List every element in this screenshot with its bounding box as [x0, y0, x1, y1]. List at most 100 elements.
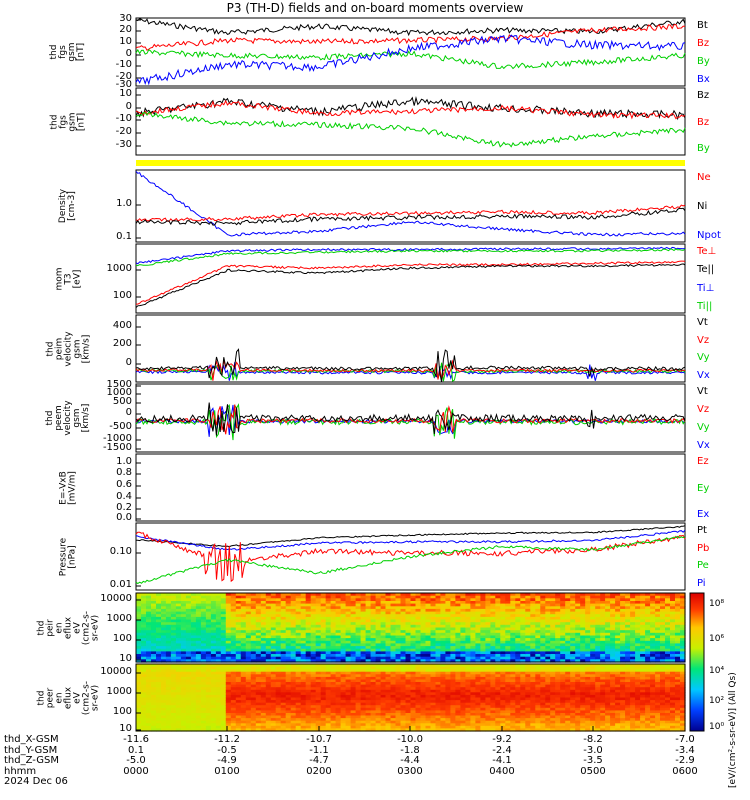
spectrogram-cell: [210, 635, 217, 639]
spectrogram-cell: [340, 606, 347, 610]
spectrogram-cell: [515, 616, 521, 621]
spectrogram-cell: [375, 614, 382, 618]
spectrogram-cell: [640, 611, 646, 615]
spectrogram-cell: [330, 718, 337, 722]
spectrogram-cell: [530, 624, 536, 629]
spectrogram-cell: [535, 640, 541, 645]
spectrogram-cell: [535, 638, 541, 642]
spectrogram-cell: [265, 710, 272, 714]
spectrogram-cell: [405, 622, 412, 626]
spectrogram-cell: [565, 601, 571, 605]
spectrogram-cell: [141, 656, 147, 660]
spectrogram-cell: [675, 601, 681, 605]
spectrogram-cell: [240, 671, 247, 675]
spectrogram-cell: [655, 630, 661, 634]
spectrogram-cell: [265, 718, 272, 722]
spectrogram-cell: [146, 646, 152, 650]
spectrogram-cell: [560, 640, 566, 645]
spectrogram-cell: [575, 640, 581, 645]
spectrogram-cell: [610, 632, 616, 637]
spectrogram-cell: [560, 598, 566, 602]
spectrogram-cell: [175, 687, 182, 691]
spectrogram-cell: [345, 595, 352, 599]
spectrogram-cell: [330, 715, 337, 719]
vt-e-line: [135, 402, 686, 436]
spectrogram-cell: [240, 702, 247, 706]
spectrogram-cell: [430, 679, 437, 683]
spectrogram-cell: [660, 646, 666, 650]
spectrogram-cell: [420, 654, 427, 658]
spectrogram-cell: [315, 664, 322, 668]
spectrogram-cell: [375, 682, 382, 686]
spectrogram-cell: [250, 603, 257, 607]
spectrogram-cell: [230, 718, 237, 722]
spectrogram-cell: [585, 656, 591, 660]
spectrogram-cell: [440, 702, 446, 706]
spectrogram-cell: [165, 627, 172, 631]
spectrogram-cell: [615, 614, 621, 618]
spectrogram-cell: [605, 648, 611, 652]
spectrogram-cell: [430, 659, 437, 663]
spectrogram-cell: [161, 638, 167, 642]
spectrogram-cell: [185, 656, 192, 660]
spectrogram-cell: [630, 643, 636, 647]
spectrogram-cell: [170, 702, 177, 706]
spectrogram-cell: [290, 643, 297, 647]
spectrogram-cell: [290, 707, 297, 711]
spectrogram-cell: [220, 603, 227, 607]
spectrogram-cell: [365, 687, 372, 691]
spectrogram-cell: [335, 603, 342, 607]
spectrogram-cell: [375, 674, 382, 678]
spectrogram-cell: [325, 656, 332, 660]
spectrogram-cell: [170, 710, 177, 714]
spectrogram-cell: [470, 723, 476, 727]
spectrogram-cell: [430, 616, 437, 621]
spectrogram-cell: [375, 692, 382, 696]
spectrogram-cell: [450, 606, 456, 610]
spectrogram-cell: [225, 627, 232, 631]
spectrogram-cell: [520, 715, 526, 719]
spectrogram-cell: [320, 595, 327, 599]
spectrogram-cell: [515, 684, 521, 688]
spectrogram-cell: [380, 720, 387, 724]
spectrogram-cell: [440, 707, 446, 711]
spectrogram-cell: [320, 674, 327, 678]
spectrogram-cell: [265, 630, 272, 634]
spectrogram-cell: [146, 676, 152, 681]
spectrogram-cell: [280, 624, 287, 629]
spectrogram-cell: [255, 608, 262, 613]
spectrogram-cell: [170, 643, 177, 647]
spectrogram-cell: [315, 671, 322, 675]
spectrogram-cell: [595, 622, 601, 626]
spectrogram-cell: [315, 640, 322, 645]
spectrogram-cell: [415, 684, 422, 688]
spectrogram-cell: [455, 692, 461, 696]
spectrogram-cell: [275, 640, 282, 645]
spectrogram-cell: [175, 682, 182, 686]
spectrogram-cell: [220, 687, 227, 691]
spectrogram-cell: [480, 718, 486, 722]
spectrogram-cell: [300, 611, 307, 615]
spectrogram-cell: [420, 608, 427, 613]
spectrogram-cell: [235, 669, 242, 673]
spectrogram-cell: [590, 656, 596, 660]
spectrogram-cell: [146, 619, 152, 623]
spectrogram-cell: [565, 659, 571, 663]
spectrogram-cell: [165, 728, 172, 732]
spectrogram-cell: [170, 598, 177, 602]
spectrogram-cell: [340, 627, 347, 631]
spectrogram-cell: [250, 720, 257, 724]
spectrogram-cell: [525, 669, 531, 673]
spectrogram-cell: [310, 630, 317, 634]
spectrogram-cell: [260, 728, 267, 732]
spectrogram-cell: [465, 679, 471, 683]
spectrogram-cell: [405, 640, 412, 645]
spectrogram-cell: [136, 720, 142, 724]
spectrogram-cell: [320, 720, 327, 724]
spectrogram-cell: [365, 674, 372, 678]
spectrogram-cell: [161, 700, 167, 704]
spectrogram-cell: [245, 640, 252, 645]
spectrogram-cell: [195, 687, 202, 691]
spectrogram-cell: [535, 654, 541, 658]
spectrogram-cell: [525, 664, 531, 668]
